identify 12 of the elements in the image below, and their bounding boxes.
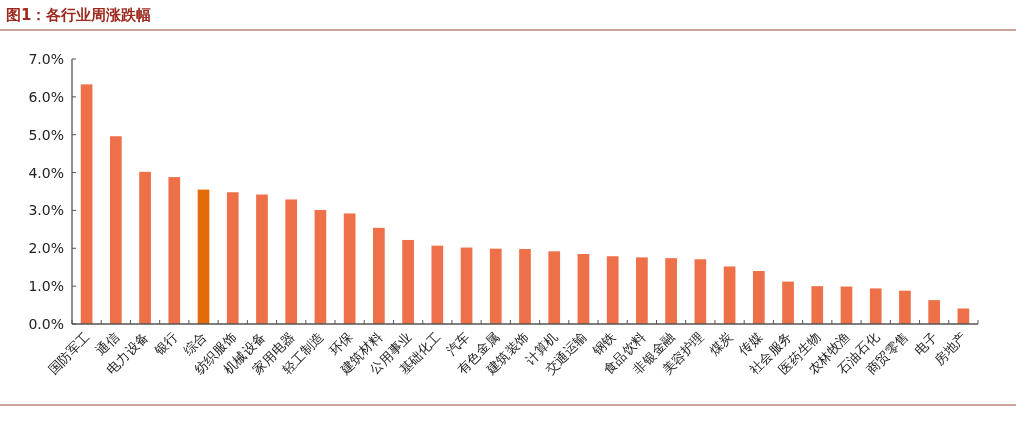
x-tick-label: 国防军工	[45, 329, 93, 377]
x-tick-label: 银行	[150, 329, 181, 360]
y-tick-label: 2.0%	[28, 240, 64, 257]
title: 图1：各行业周涨跌幅	[6, 6, 152, 24]
y-tick-label: 5.0%	[28, 126, 64, 143]
y-tick-label: 4.0%	[28, 164, 64, 181]
y-tick-label: 1.0%	[28, 278, 64, 295]
y-tick-label: 7.0%	[28, 51, 64, 67]
y-tick-label: 3.0%	[28, 202, 64, 219]
x-tick-label: 煤炭	[706, 329, 736, 359]
y-tick-label: 6.0%	[28, 88, 64, 105]
y-tick-label: 0.0%	[28, 316, 64, 332]
